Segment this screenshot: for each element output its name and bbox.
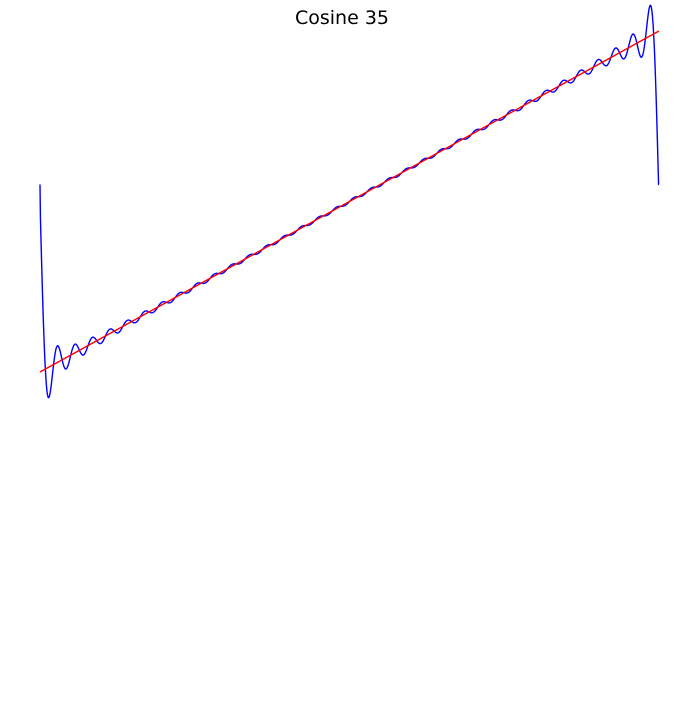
series-line-target [39, 30, 660, 373]
chart-title: Cosine 35 [294, 7, 390, 29]
